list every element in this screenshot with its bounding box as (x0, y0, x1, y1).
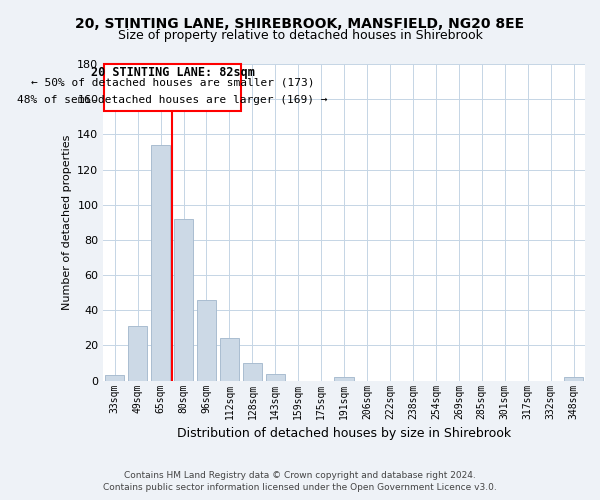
Text: 20 STINTING LANE: 82sqm: 20 STINTING LANE: 82sqm (91, 66, 254, 78)
Bar (197, 300, 216, 380)
Bar (220, 338, 239, 380)
Text: ← 50% of detached houses are smaller (173): ← 50% of detached houses are smaller (17… (31, 78, 314, 88)
Bar (242, 363, 262, 380)
Bar (174, 219, 193, 380)
Text: 20, STINTING LANE, SHIREBROOK, MANSFIELD, NG20 8EE: 20, STINTING LANE, SHIREBROOK, MANSFIELD… (76, 18, 524, 32)
X-axis label: Distribution of detached houses by size in Shirebrook: Distribution of detached houses by size … (177, 427, 511, 440)
Bar (334, 377, 354, 380)
Text: Contains HM Land Registry data © Crown copyright and database right 2024.
Contai: Contains HM Land Registry data © Crown c… (103, 471, 497, 492)
Text: Size of property relative to detached houses in Shirebrook: Size of property relative to detached ho… (118, 29, 482, 42)
Bar (105, 376, 124, 380)
Bar (128, 326, 148, 380)
Bar (266, 374, 285, 380)
Bar (151, 145, 170, 380)
Text: 48% of semi-detached houses are larger (169) →: 48% of semi-detached houses are larger (… (17, 94, 328, 104)
Bar (564, 377, 583, 380)
Y-axis label: Number of detached properties: Number of detached properties (62, 134, 72, 310)
FancyBboxPatch shape (104, 64, 241, 112)
